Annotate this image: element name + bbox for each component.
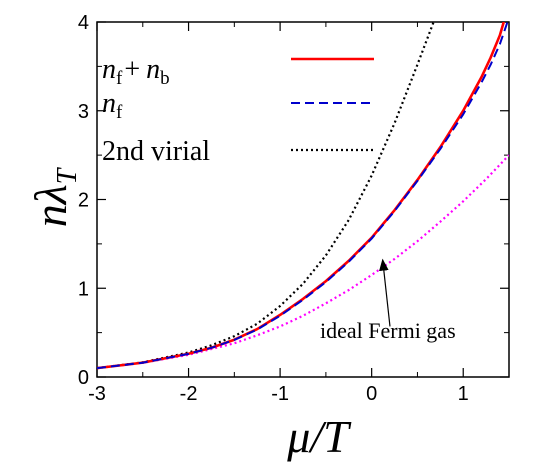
y-tick-label: 3 xyxy=(78,101,89,123)
x-tick-label: 0 xyxy=(366,383,377,405)
series-group xyxy=(97,22,509,370)
y-tick-label: 1 xyxy=(78,278,89,300)
legend-label-n-f-plus-n-b: nf+ nb xyxy=(102,54,170,89)
x-tick-label: -3 xyxy=(88,383,106,405)
y-axis-title: nλT xyxy=(25,166,83,227)
x-tick-label: -1 xyxy=(271,383,289,405)
annotation-text: ideal Fermi gas xyxy=(320,318,456,343)
axis-ticks: -3 -2 -1 0 1 0 1 2 3 4 xyxy=(78,12,510,405)
x-tick-label: -2 xyxy=(180,383,198,405)
y-tick-label: 0 xyxy=(78,367,89,389)
x-axis-title: μ/T xyxy=(286,411,352,462)
x-tick-label: 1 xyxy=(458,383,469,405)
legend-label-n-f: nf xyxy=(102,88,123,123)
y-tick-label: 2 xyxy=(78,190,89,212)
legend-label-2nd-virial: 2nd virial xyxy=(102,136,210,167)
series-line-2nd-virial xyxy=(97,22,435,370)
annotation-arrow xyxy=(379,258,391,327)
legend: nf+ nb nf 2nd virial xyxy=(102,54,374,167)
y-tick-label: 4 xyxy=(78,12,89,34)
series-line-n-f xyxy=(97,22,509,370)
annotation-ideal-fermi-gas: ideal Fermi gas xyxy=(320,258,456,343)
